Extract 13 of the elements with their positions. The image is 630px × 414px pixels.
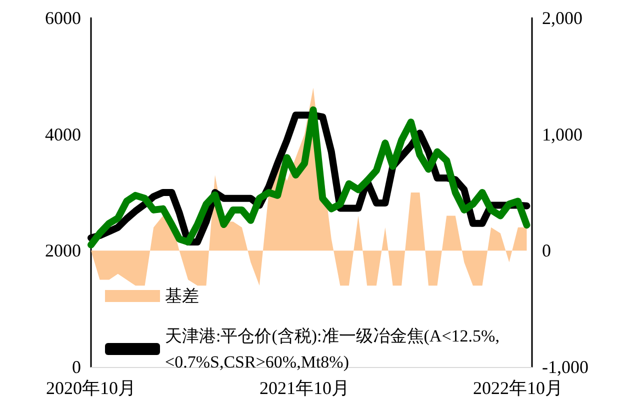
y2-tick-label: 1,000 xyxy=(542,124,582,144)
y2-tick-label: 0 xyxy=(542,240,551,261)
x-tick-label: 2020年10月 xyxy=(46,378,136,398)
y-tick-label: 2000 xyxy=(45,240,81,261)
y-tick-label: 0 xyxy=(72,357,81,377)
legend-label: 天津港:平仓价(含税):准一级冶金焦(A<12.5%,<0.7%S,CSR>60%,Mt8%) xyxy=(165,326,500,372)
y2-tick-label: 2,000 xyxy=(542,8,582,28)
y-tick-label: 6000 xyxy=(45,8,81,28)
x-tick-label: 2022年10月 xyxy=(472,378,563,398)
x-tick-label: 2021年10月 xyxy=(259,378,350,398)
legend-label: 基差 xyxy=(165,286,199,306)
y2-tick-label: -1,000 xyxy=(542,357,588,377)
y-tick-label: 4000 xyxy=(45,124,81,144)
